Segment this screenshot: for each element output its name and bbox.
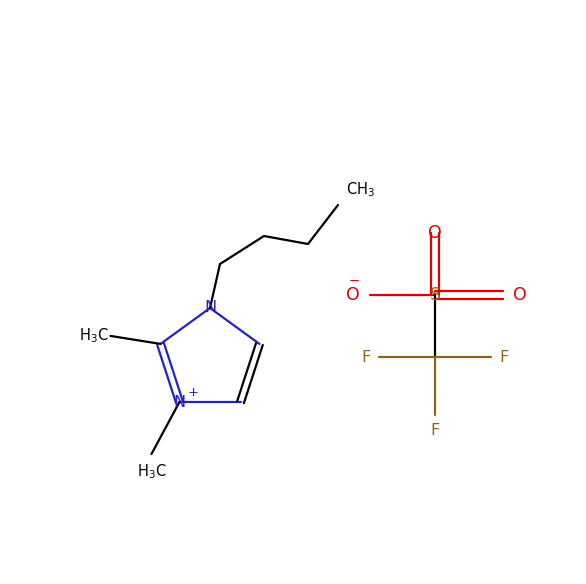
Text: H$_3$C: H$_3$C: [137, 462, 166, 481]
Text: S: S: [430, 286, 441, 304]
Text: N: N: [173, 395, 186, 409]
Text: F: F: [499, 349, 508, 364]
Text: N: N: [204, 301, 216, 315]
Text: H$_3$C: H$_3$C: [79, 326, 108, 345]
Text: F: F: [362, 349, 371, 364]
Text: F: F: [430, 423, 440, 438]
Text: CH$_3$: CH$_3$: [346, 180, 375, 199]
Text: −: −: [349, 274, 360, 287]
Text: O: O: [346, 286, 360, 304]
Text: O: O: [513, 286, 527, 304]
Text: +: +: [188, 385, 199, 398]
Text: O: O: [428, 224, 442, 242]
